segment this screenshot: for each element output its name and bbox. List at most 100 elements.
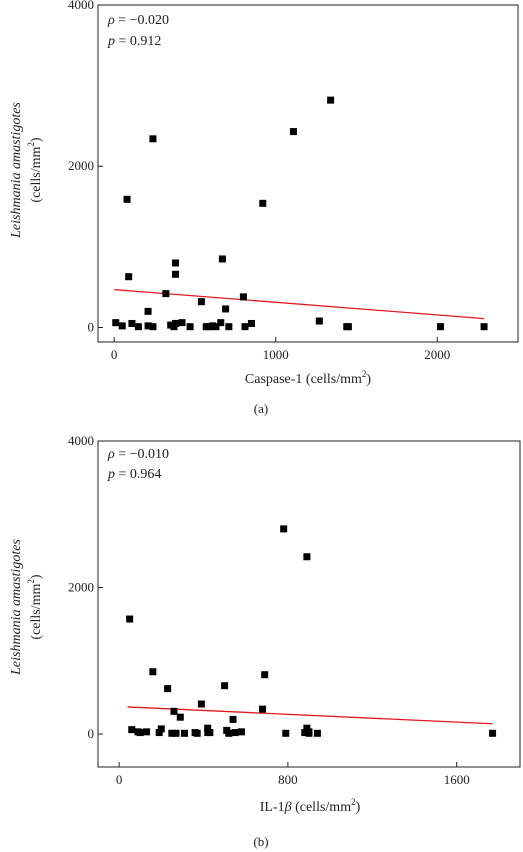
panel-b-data-point-25	[237, 728, 245, 736]
panel-b-data-point-18	[204, 724, 212, 732]
panel-a-y-axis-title-unit: (cells/mm2)	[26, 137, 44, 203]
panel-a-data-point-4	[128, 319, 136, 327]
panel-a-data-point-22	[212, 323, 220, 331]
panel-b-y-tick-label-0: 0	[88, 726, 95, 741]
panel-b-y-axis-title-main: Leishmania amastigotes	[9, 539, 24, 676]
panel-b-data-point-35	[313, 729, 321, 737]
panel-b-data-point-23	[229, 715, 237, 723]
panel-b-y-tick-label-1: 2000	[68, 580, 94, 595]
panel-a-data-point-36	[436, 323, 444, 331]
panel-b-data-point-29	[282, 729, 290, 737]
panel-a-rho-stat: ρ = −0.020	[107, 13, 169, 28]
panel-a-data-point-37	[480, 323, 488, 331]
panel-b-data-point-0	[126, 615, 134, 623]
panel-b-data-point-34	[305, 729, 313, 737]
panel-a-data-point-13	[172, 270, 180, 278]
panel-a-y-tick-label-0: 0	[88, 319, 95, 334]
panel-a-data-point-1	[118, 322, 126, 330]
panel-b-data-point-19	[206, 729, 214, 737]
panel-a-data-point-32	[315, 317, 323, 325]
panel-a-data-point-24	[218, 255, 226, 263]
panel-b-data-point-8	[164, 685, 172, 693]
panel-a-data-point-35	[344, 323, 352, 331]
panel-b-data-point-16	[197, 700, 205, 708]
panel-a-data-point-5	[134, 323, 142, 331]
panel-a-data-point-16	[178, 319, 186, 327]
panel-b-plot-frame	[97, 440, 521, 768]
panel-a-plot-frame	[97, 4, 519, 343]
panel-a-y-tick-label-1: 2000	[68, 158, 94, 173]
panel-b-data-point-20	[221, 682, 229, 690]
panel-a-data-point-30	[259, 199, 267, 207]
panel-a-x-ticks: 0 1000 2000	[111, 337, 450, 362]
panel-a-data-point-17	[186, 323, 194, 331]
panel-a-x-axis-title: Caspase-1 (cells/mm2)	[245, 369, 372, 387]
panel-b-data-point-9	[168, 729, 176, 737]
panel-a-y-ticks: 0 2000 4000	[68, 0, 103, 334]
panel-b-rho-stat: ρ = −0.010	[107, 447, 169, 462]
panel-b-data-point-15	[193, 729, 201, 737]
panel-b-data-point-10	[170, 707, 178, 715]
panel-a-label: (a)	[254, 401, 268, 416]
panel-b-data-point-1	[128, 726, 136, 734]
panel-a-y-axis-title-main: Leishmania amastigotes	[9, 102, 24, 239]
panel-b-data-point-13	[181, 729, 189, 737]
panel-b-data-point-11	[172, 729, 180, 737]
panel-b-x-tick-label-0: 0	[116, 772, 123, 787]
panel-a-data-point-15	[172, 319, 180, 327]
panel-b-y-ticks: 0 2000 4000	[68, 433, 103, 741]
panel-a-data-point-26	[225, 323, 233, 331]
panel-b-y-tick-label-2: 4000	[68, 433, 94, 448]
panel-a-y-axis-title: Leishmania amastigotes (cells/mm2)	[9, 102, 44, 239]
panel-a-data-point-28	[241, 323, 249, 331]
panel-b-y-axis-title: Leishmania amastigotes (cells/mm2)	[9, 539, 44, 676]
panel-b-x-tick-label-1: 800	[278, 772, 298, 787]
panel-a-data-point-7	[144, 322, 152, 330]
panel-a-data-point-8	[149, 135, 157, 143]
panel-b-y-axis-title-unit: (cells/mm2)	[26, 574, 44, 640]
panel-b-data-point-5	[149, 668, 157, 676]
panel-a-data-point-33	[327, 96, 335, 104]
panel-a-data-point-14	[172, 259, 180, 267]
panel-b-data-point-3	[136, 729, 144, 737]
panel-b-data-point-24	[231, 729, 239, 737]
panel-b-x-tick-label-2: 1600	[444, 772, 470, 787]
panel-b-data-point-32	[303, 553, 311, 561]
panel-b-data-point-27	[261, 671, 269, 679]
panel-a-x-tick-label-1: 1000	[263, 347, 289, 362]
panel-a-x-tick-label-2: 2000	[424, 347, 450, 362]
panel-a-data-point-31	[289, 128, 297, 136]
panel-a-p-stat: p = 0.912	[107, 34, 161, 49]
panel-a-data-point-6	[144, 307, 152, 315]
panel-b-data-point-7	[157, 725, 165, 733]
panel-a-data-point-3	[125, 273, 133, 281]
panel-a-data-point-27	[239, 293, 247, 301]
panel-b-data-point-12	[176, 713, 184, 721]
panel-a-x-tick-label-0: 0	[111, 347, 118, 362]
panel-b-p-stat: p = 0.964	[107, 467, 161, 482]
panel-b-x-axis-title: IL-1β (cells/mm2)	[260, 797, 361, 815]
panel-a-points	[112, 96, 488, 331]
panel-b-label: (b)	[253, 834, 268, 849]
panel-b-data-point-26	[259, 705, 267, 713]
panel-a-data-point-29	[247, 319, 255, 327]
panel-a-data-point-9	[149, 323, 157, 331]
panel-b-fit-line	[127, 706, 493, 725]
panel-b-data-point-31	[303, 724, 311, 732]
panel-b-points	[126, 525, 497, 737]
panel-a-data-point-23	[217, 319, 225, 327]
panel-b-data-point-28	[280, 525, 288, 533]
panel-a-data-point-10	[162, 290, 170, 298]
panel-a-y-tick-label-2: 4000	[68, 0, 94, 12]
panel-b-x-ticks: 0 800 1600	[116, 762, 470, 787]
panel-a-data-point-2	[123, 195, 131, 203]
panel-b-data-point-36	[489, 729, 497, 737]
panel-a-data-point-0	[112, 319, 120, 327]
panel-a-data-point-18	[197, 298, 205, 306]
panel-b-data-point-30	[301, 729, 309, 737]
panel-a-caspase1: 0 2000 4000 0 1000 2000 ρ = −0.020 p = 0.912…	[9, 0, 519, 416]
panel-a-data-point-25	[222, 305, 230, 313]
panel-b-data-point-6	[155, 729, 163, 737]
